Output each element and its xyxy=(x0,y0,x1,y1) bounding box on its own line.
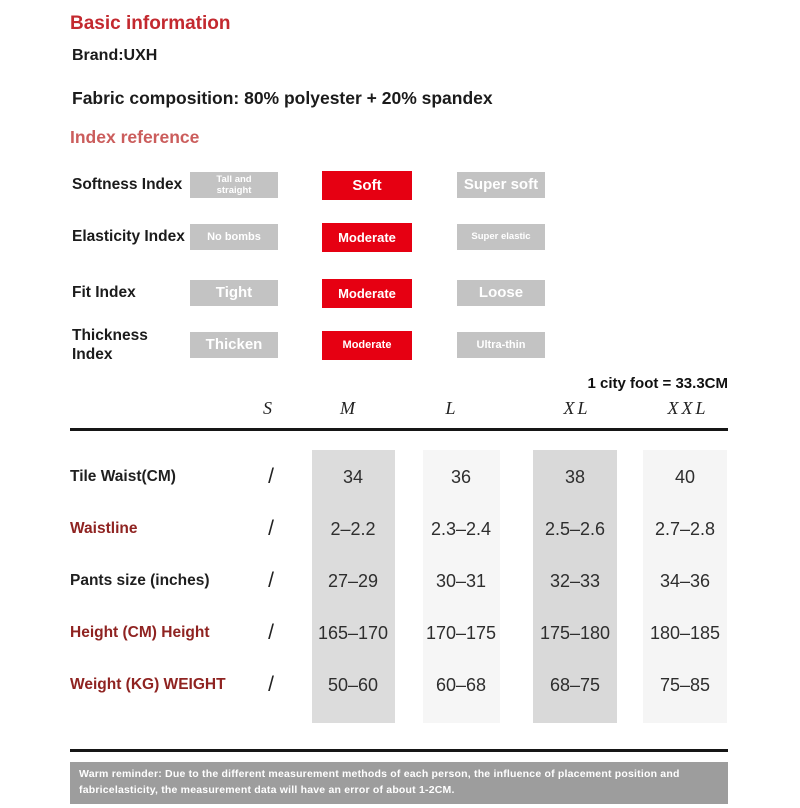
size-cell-value: 2.5–2.6 xyxy=(544,518,606,539)
size-column-header: XL xyxy=(563,398,591,418)
index-option-chip: Tight xyxy=(190,280,278,306)
size-cell-value: 34 xyxy=(342,466,364,487)
index-row-label: Fit Index xyxy=(72,284,136,302)
size-column-header: L xyxy=(445,398,459,418)
size-cell-value: 175–180 xyxy=(539,622,611,643)
table-top-rule xyxy=(70,428,728,431)
size-cell-value: 170–175 xyxy=(425,622,497,643)
size-row-label: Height (CM) Height xyxy=(70,624,210,641)
index-row-label: Thickness Index xyxy=(72,326,148,363)
index-row-label: Softness Index xyxy=(72,176,183,194)
index-option-chip: No bombs xyxy=(190,224,278,250)
size-cell-value: 34–36 xyxy=(659,570,711,591)
index-option-chip: Thicken xyxy=(190,332,278,358)
size-column-header: S xyxy=(263,398,275,418)
size-row-label: Waistline xyxy=(70,520,138,537)
index-option-chip: Super soft xyxy=(457,172,545,198)
size-column-header: XXL xyxy=(667,398,709,418)
fabric-composition-text: Fabric composition: 80% polyester + 20% … xyxy=(72,88,493,108)
index-option-chip: Tall and straight xyxy=(190,172,278,198)
size-cell-value: 36 xyxy=(450,466,472,487)
size-cell-empty: / xyxy=(268,517,274,540)
size-cell-value: 68–75 xyxy=(549,674,601,695)
size-column-stripe xyxy=(533,450,617,723)
index-reference-title: Index reference xyxy=(70,127,200,147)
size-cell-value: 30–31 xyxy=(435,570,487,591)
size-cell-value: 60–68 xyxy=(435,674,487,695)
size-cell-value: 27–29 xyxy=(327,570,379,591)
size-cell-value: 180–185 xyxy=(649,622,721,643)
size-cell-value: 40 xyxy=(674,466,696,487)
size-cell-empty: / xyxy=(268,465,274,488)
warm-reminder-banner: Warm reminder: Due to the different meas… xyxy=(70,762,728,804)
size-row-label: Tile Waist(CM) xyxy=(70,468,176,485)
index-option-chip: Ultra-thin xyxy=(457,332,545,358)
size-cell-value: 2–2.2 xyxy=(330,518,376,539)
index-option-chip-selected: Moderate xyxy=(322,279,412,308)
size-row-label: Weight (KG) WEIGHT xyxy=(70,676,226,693)
table-bottom-rule xyxy=(70,749,728,752)
index-option-chip-selected: Soft xyxy=(322,171,412,200)
index-option-chip: Loose xyxy=(457,280,545,306)
index-option-chip-selected: Moderate xyxy=(322,331,412,360)
size-cell-value: 165–170 xyxy=(317,622,389,643)
size-cell-value: 38 xyxy=(564,466,586,487)
size-column-stripe xyxy=(423,450,500,723)
size-cell-value: 32–33 xyxy=(549,570,601,591)
size-cell-empty: / xyxy=(268,621,274,644)
size-row-label: Pants size (inches) xyxy=(70,572,210,589)
basic-information-title: Basic information xyxy=(70,13,231,34)
size-cell-value: 75–85 xyxy=(659,674,711,695)
size-cell-value: 50–60 xyxy=(327,674,379,695)
brand-text: Brand:UXH xyxy=(72,47,158,64)
unit-conversion-note: 1 city foot = 33.3CM xyxy=(587,375,728,392)
size-column-stripe xyxy=(643,450,727,723)
index-option-chip-selected: Moderate xyxy=(322,223,412,252)
size-cell-value: 2.7–2.8 xyxy=(654,518,716,539)
index-option-chip: Super elastic xyxy=(457,224,545,250)
size-cell-empty: / xyxy=(268,673,274,696)
size-column-stripe xyxy=(312,450,395,723)
size-cell-empty: / xyxy=(268,569,274,592)
index-row-label: Elasticity Index xyxy=(72,228,185,246)
size-column-header: M xyxy=(340,398,358,418)
size-cell-value: 2.3–2.4 xyxy=(430,518,492,539)
